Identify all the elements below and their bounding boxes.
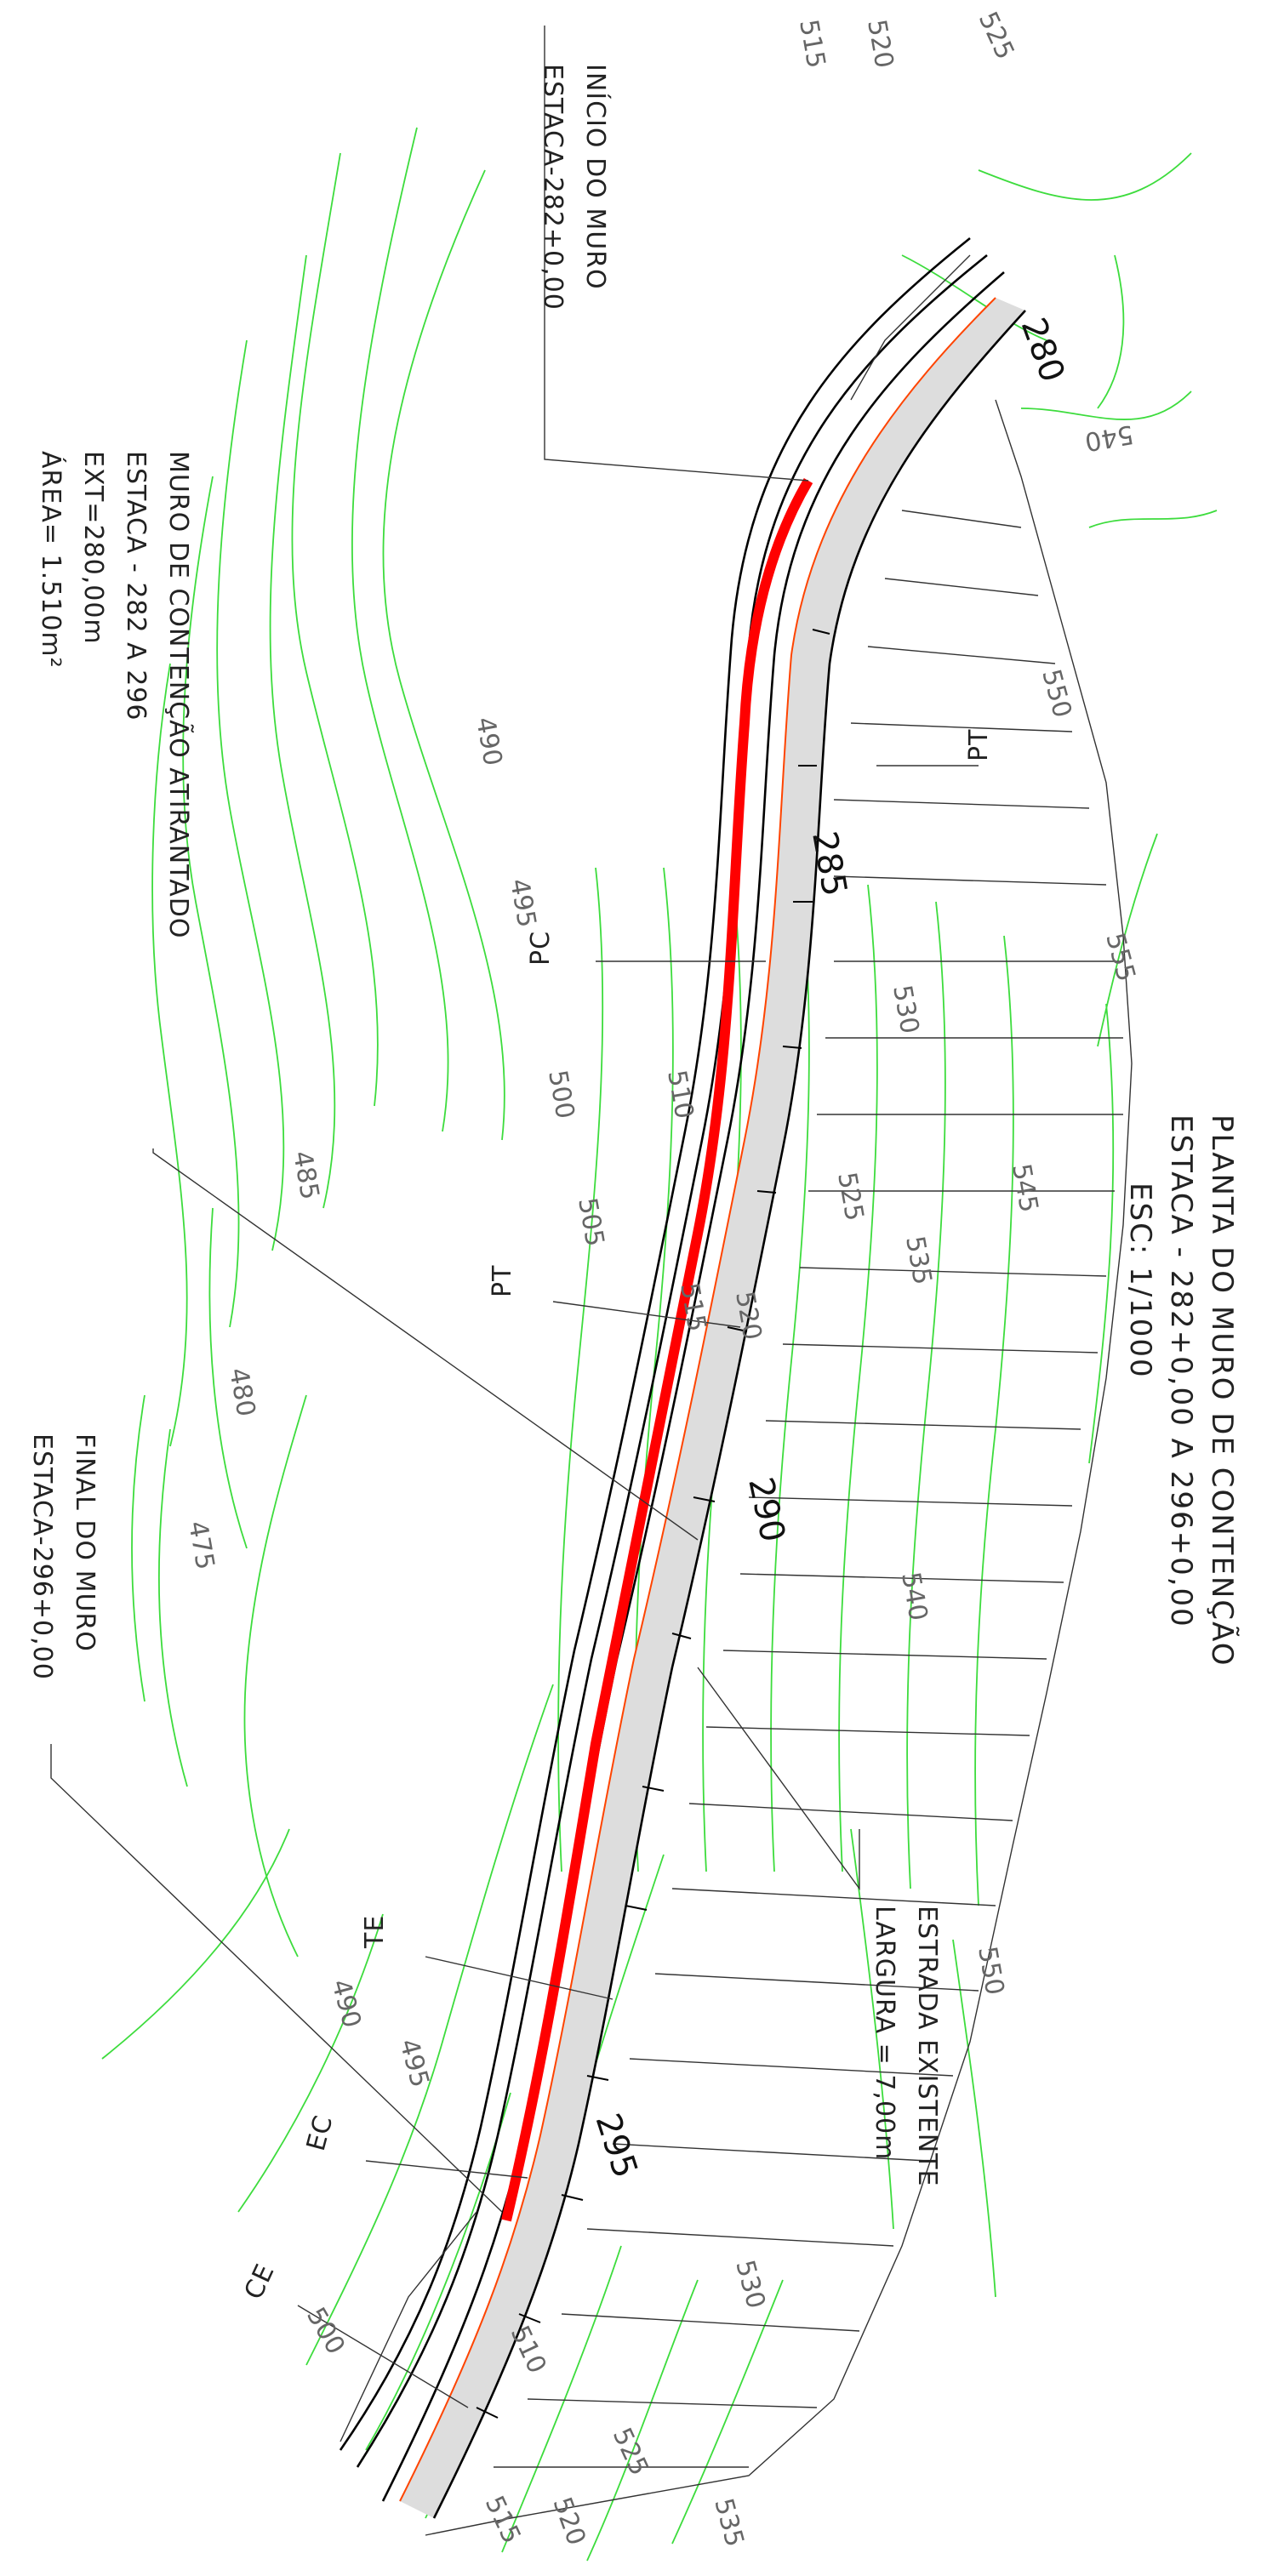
contour-525: 525 [831,1170,869,1222]
contour-490b: 490 [325,1976,367,2031]
contour-475: 475 [182,1519,220,1571]
contour-515-top: 515 [793,17,830,70]
contour-530: 530 [887,983,924,1035]
wall-end-line2: ESTACA-296+0,00 [27,1433,57,1680]
wall-start-label: INÍCIO DO MURO ESTACA-282+0,00 [538,64,611,311]
title-scale: ESC: 1/1000 [1123,1183,1157,1379]
slope-hatch [425,399,1133,2536]
ec-label: EC [301,2112,340,2155]
contour-540b: 540 [895,1570,933,1622]
contour-515b: 515 [479,2492,527,2549]
contour-520-top: 520 [861,17,899,70]
leader-lines [50,26,979,2408]
wall-start-line2: ESTACA-282+0,00 [538,64,568,311]
title-line1: PLANTA DO MURO DE CONTENÇÃO [1205,1114,1239,1667]
contour-535: 535 [899,1234,937,1286]
contour-495: 495 [504,876,541,929]
pc-label: PC [526,931,556,966]
contour-530b: 530 [729,2257,771,2311]
wall-info-line3: EXT=280,00m [78,451,108,645]
contour-495b: 495 [393,2036,435,2090]
te-label: TE [360,1915,390,1949]
contour-520b: 520 [546,2493,591,2550]
title-line2: ESTACA - 282+0,00 A 296+0,00 [1164,1114,1198,1628]
station-290: 290 [740,1474,792,1546]
contour-485: 485 [287,1148,324,1201]
wall-info-line2: ESTACA - 282 A 296 [121,451,151,721]
contour-525-top: 525 [973,8,1020,65]
retaining-wall [501,477,813,2222]
road-label: ESTRADA EXISTENTE LARGURA = 7,00m [870,1906,942,2187]
contour-540: 540 [1082,419,1135,456]
station-280: 280 [1013,313,1072,387]
road-line1: ESTRADA EXISTENTE [912,1906,942,2187]
contour-505: 505 [572,1195,609,1248]
contour-480: 480 [223,1365,260,1418]
contour-525b: 525 [607,2424,654,2481]
contour-lines [101,127,1218,2562]
wall-end-line1: FINAL DO MURO [70,1433,100,1652]
station-295: 295 [587,2109,644,2183]
pt1-label: PT [964,729,994,761]
wall-info-label: MURO DE CONTENÇÃO ATIRANTADO ESTACA - 28… [36,451,194,938]
contour-550b: 550 [972,1944,1009,1997]
contour-510: 510 [661,1068,699,1120]
wall-start-line1: INÍCIO DO MURO [580,64,611,290]
existing-road [339,237,1026,2519]
road-line2: LARGURA = 7,00m [870,1906,899,2160]
ce-label: CE [239,2260,281,2305]
contour-555: 555 [1099,930,1141,984]
contour-535b: 535 [708,2495,750,2550]
wall-end-label: FINAL DO MURO ESTACA-296+0,00 [27,1433,100,1680]
contour-labels: 515 520 525 540 550 555 530 545 525 535 … [182,8,1141,2550]
pt2-label: PT [488,1265,517,1297]
title-block: PLANTA DO MURO DE CONTENÇÃO ESTACA - 282… [1123,1114,1239,1667]
contour-490: 490 [470,715,507,767]
wall-info-line1: MURO DE CONTENÇÃO ATIRANTADO [163,451,194,938]
contour-550: 550 [1036,666,1077,721]
station-ticks [476,629,830,2419]
wall-info-line4: ÁREA= 1.510m² [36,451,66,669]
contour-500: 500 [542,1068,579,1120]
